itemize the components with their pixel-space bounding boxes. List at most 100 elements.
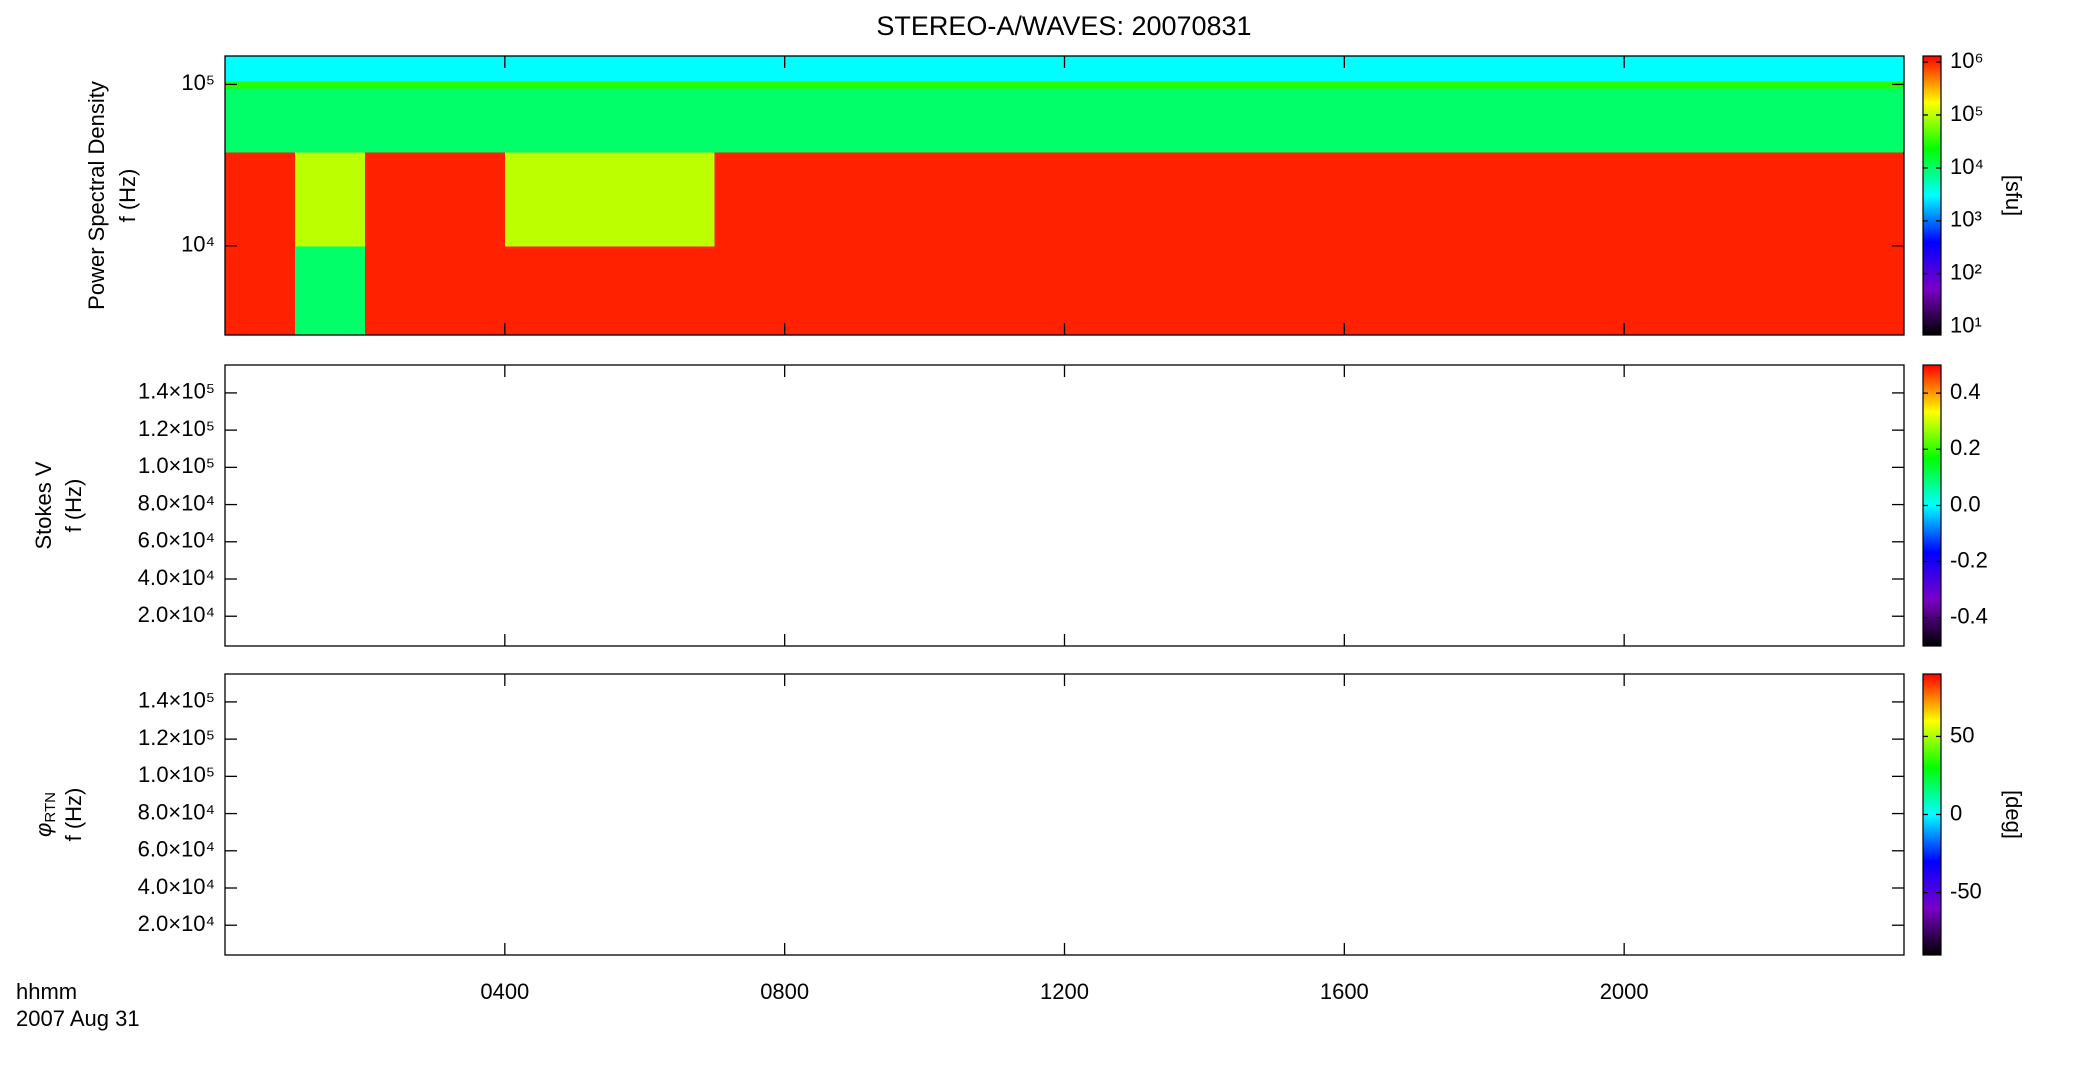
y-tick-label: 1.2×10⁵ xyxy=(138,416,215,441)
heatmap-cell xyxy=(1134,56,1205,82)
colorbar-tick-label: -50 xyxy=(1950,878,1982,903)
heatmap-cell xyxy=(854,88,926,153)
y-tick-label: 10⁵ xyxy=(181,70,215,95)
y-tick-label: 1.0×10⁵ xyxy=(138,453,215,478)
heatmap-cell xyxy=(1694,152,1765,247)
heatmap-cell xyxy=(225,56,296,82)
heatmap-cell xyxy=(924,245,996,336)
heatmap-cell xyxy=(434,56,506,82)
colorbar-label: [sfu] xyxy=(2001,175,2026,217)
heatmap-cell xyxy=(1274,88,1345,153)
heatmap-cell xyxy=(1694,56,1765,82)
heatmap-cell xyxy=(1134,152,1205,247)
heatmap-cell xyxy=(504,56,576,82)
y-axis-title: Stokes V xyxy=(31,461,56,549)
colorbar-tick-label: 10² xyxy=(1950,260,1982,285)
heatmap-cell xyxy=(1344,80,1415,89)
heatmap-cell xyxy=(1344,245,1415,336)
y-tick-label: 2.0×10⁴ xyxy=(138,602,215,627)
heatmap-cell xyxy=(644,80,716,89)
heatmap-cell xyxy=(1204,56,1275,82)
y-tick-label: 2.0×10⁴ xyxy=(138,911,215,936)
chart-title: STEREO-A/WAVES: 20070831 xyxy=(876,11,1251,41)
heatmap-cell xyxy=(994,152,1065,247)
heatmap-cell xyxy=(364,88,436,153)
x-tick-label: 0400 xyxy=(480,979,529,1004)
heatmap-cell xyxy=(574,152,646,247)
heatmap-cell xyxy=(225,245,296,336)
heatmap-cell xyxy=(1834,80,1905,89)
heatmap-cell xyxy=(1064,56,1135,82)
y-axis-title: Power Spectral Density xyxy=(84,81,109,310)
heatmap-cell xyxy=(504,245,576,336)
heatmap-cell xyxy=(854,56,926,82)
heatmap-cell xyxy=(644,56,716,82)
heatmap-cell xyxy=(1834,152,1905,247)
colorbar-tick-label: 50 xyxy=(1950,722,1974,747)
x-tick-label: 1600 xyxy=(1320,979,1369,1004)
colorbar-tick-label: 10³ xyxy=(1950,207,1982,232)
colorbar-tick-label: 10⁵ xyxy=(1950,101,1984,126)
heatmap-cell xyxy=(1414,152,1485,247)
heatmap-cell xyxy=(1764,56,1835,82)
heatmap-cell xyxy=(364,80,436,89)
heatmap-cell xyxy=(1274,245,1345,336)
heatmap-cell xyxy=(854,152,926,247)
heatmap-cell xyxy=(1414,88,1485,153)
heatmap-cell xyxy=(924,152,996,247)
y-axis-title: f (Hz) xyxy=(61,788,86,842)
heatmap-cell xyxy=(225,80,296,89)
heatmap-cell xyxy=(644,245,716,336)
heatmap-cell xyxy=(364,245,436,336)
colorbar-tick-label: 0 xyxy=(1950,800,1962,825)
colorbar-tick-label: 0.0 xyxy=(1950,491,1981,516)
heatmap-cell xyxy=(1624,152,1695,247)
heatmap-cell xyxy=(854,80,926,89)
heatmap-cell xyxy=(1204,88,1275,153)
colorbar-tick-label: 0.2 xyxy=(1950,435,1981,460)
y-tick-label: 4.0×10⁴ xyxy=(138,874,215,899)
y-tick-label: 1.2×10⁵ xyxy=(138,725,215,750)
heatmap-cell xyxy=(1694,245,1765,336)
heatmap-cell xyxy=(1694,88,1765,153)
y-axis-symbol: φ xyxy=(31,823,56,837)
heatmap-cell xyxy=(434,245,506,336)
heatmap-cell xyxy=(1554,88,1625,153)
heatmap-cell xyxy=(504,88,576,153)
heatmap-cell xyxy=(1274,152,1345,247)
heatmap-cell xyxy=(1624,56,1695,82)
heatmap-cell xyxy=(294,152,366,247)
heatmap-cell xyxy=(784,56,856,82)
heatmap-cell xyxy=(1484,80,1555,89)
heatmap-cell xyxy=(1414,56,1485,82)
colorbar-tick-label: 10¹ xyxy=(1950,313,1982,338)
heatmap-cell xyxy=(504,80,576,89)
heatmap-cell xyxy=(294,56,366,82)
heatmap-cell xyxy=(1274,56,1345,82)
heatmap-cell xyxy=(1134,88,1205,153)
heatmap-cell xyxy=(1554,152,1625,247)
heatmap-cell xyxy=(994,88,1065,153)
heatmap-cell xyxy=(924,80,996,89)
heatmap-cell xyxy=(574,56,646,82)
heatmap-cell xyxy=(294,88,366,153)
heatmap-cell xyxy=(1834,56,1905,82)
heatmap-cell xyxy=(644,152,716,247)
heatmap-cell xyxy=(994,245,1065,336)
colorbar-tick-label: 0.4 xyxy=(1950,379,1981,404)
x-tick-label: 2000 xyxy=(1600,979,1649,1004)
heatmap-cell xyxy=(1414,80,1485,89)
heatmap-cell xyxy=(714,80,786,89)
heatmap-cell xyxy=(714,152,786,247)
heatmap-cell xyxy=(714,88,786,153)
heatmap-cell xyxy=(1414,245,1485,336)
heatmap-cell xyxy=(994,56,1065,82)
heatmap-cell xyxy=(1554,56,1625,82)
heatmap-cell xyxy=(1624,245,1695,336)
heatmap-cell xyxy=(1694,80,1765,89)
heatmap-cell xyxy=(924,56,996,82)
panel-frame xyxy=(224,673,1905,956)
heatmap-cell xyxy=(1554,80,1625,89)
y-axis-title: φRTN xyxy=(31,792,59,837)
